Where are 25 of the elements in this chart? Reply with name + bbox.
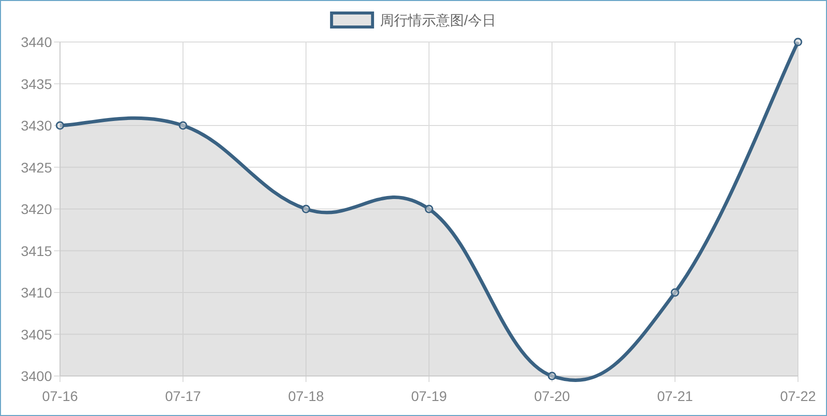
y-tick-label: 3400 (20, 368, 52, 384)
point (548, 372, 556, 380)
x-tick-label: 07-21 (657, 388, 694, 404)
x-tick-label: 07-19 (411, 388, 448, 404)
x-tick-label: 07-18 (288, 388, 324, 404)
y-tick-label: 3435 (20, 76, 52, 92)
point (178, 121, 188, 130)
point (302, 204, 310, 214)
y-tick-label: 3420 (20, 201, 52, 217)
point (56, 121, 64, 130)
x-tick-label: 07-17 (165, 388, 202, 404)
y-tick-label: 3415 (20, 242, 52, 259)
legend-label: 周行情示意图/今日 (380, 12, 496, 28)
y-tick-label: 3430 (20, 118, 52, 134)
point (670, 288, 680, 297)
y-tick-label: 3405 (20, 326, 52, 342)
y-tick-label: 3425 (20, 159, 52, 176)
x-tick-label: 07-20 (534, 388, 570, 404)
x-tick-label: 07-16 (42, 388, 78, 404)
point (424, 204, 434, 214)
point (794, 38, 802, 46)
x-tick-label: 07-22 (780, 388, 816, 404)
y-tick-label: 3440 (20, 34, 52, 50)
y-tick-label: 3410 (20, 284, 52, 300)
legend: 周行情示意图/今日 (330, 12, 496, 28)
